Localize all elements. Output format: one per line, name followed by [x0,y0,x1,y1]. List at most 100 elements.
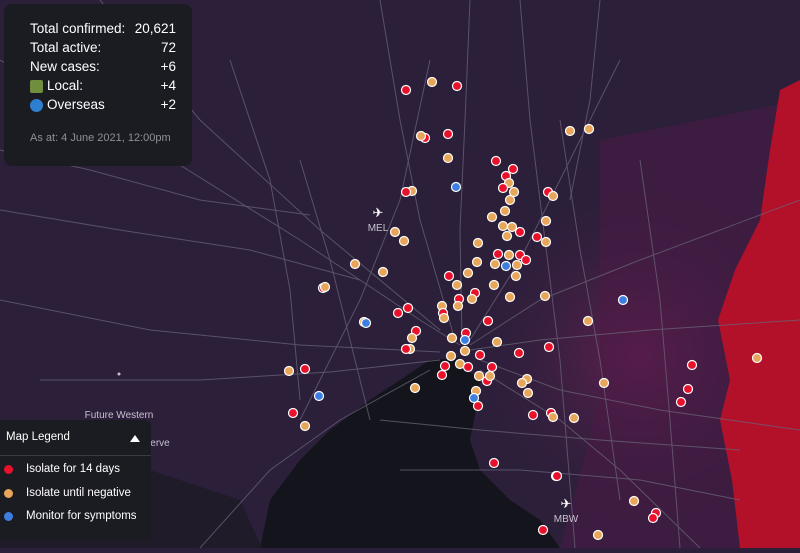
new-cases-value: +6 [160,59,176,74]
exposure-site-marker[interactable] [319,281,331,293]
exposure-site-marker[interactable] [488,457,500,469]
exposure-site-marker[interactable] [628,495,640,507]
exposure-site-marker[interactable] [568,412,580,424]
exposure-site-marker[interactable] [406,332,418,344]
exposure-site-marker[interactable] [537,524,549,536]
total-active-value: 72 [160,40,176,55]
exposure-site-marker[interactable] [452,300,464,312]
exposure-site-marker[interactable] [398,235,410,247]
exposure-site-marker[interactable] [592,529,604,541]
exposure-site-marker[interactable] [506,221,518,233]
exposure-site-marker[interactable] [513,347,525,359]
exposure-site-marker[interactable] [482,315,494,327]
exposure-site-marker[interactable] [499,205,511,217]
exposure-site-marker[interactable] [527,409,539,421]
legend-item-label: Isolate until negative [26,487,131,499]
exposure-site-marker[interactable] [472,237,484,249]
exposure-site-marker[interactable] [389,226,401,238]
exposure-site-marker[interactable] [497,220,509,232]
exposure-site-marker[interactable] [503,249,515,261]
exposure-site-marker[interactable] [400,84,412,96]
exposure-site-marker[interactable] [516,377,528,389]
exposure-site-marker[interactable] [547,411,559,423]
exposure-site-marker[interactable] [751,352,763,364]
exposure-site-marker[interactable] [508,186,520,198]
exposure-site-marker[interactable] [377,266,389,278]
exposure-site-marker[interactable] [473,370,485,382]
exposure-site-marker[interactable] [511,259,523,271]
exposure-site-marker[interactable] [501,230,513,242]
exposure-site-marker[interactable] [488,279,500,291]
exposure-site-marker[interactable] [439,360,451,372]
exposure-site-marker[interactable] [462,361,474,373]
exposure-site-marker[interactable] [490,155,502,167]
exposure-site-marker[interactable] [686,359,698,371]
exposure-site-marker[interactable] [451,80,463,92]
exposure-site-marker[interactable] [466,293,478,305]
exposure-site-marker[interactable] [400,186,412,198]
exposure-site-marker[interactable] [436,369,448,381]
exposure-site-marker[interactable] [349,258,361,270]
exposure-site-marker[interactable] [682,383,694,395]
exposure-site-marker[interactable] [551,470,563,482]
exposure-site-marker[interactable] [540,215,552,227]
exposure-site-marker[interactable] [510,270,522,282]
exposure-site-marker[interactable] [443,270,455,282]
exposure-site-marker[interactable] [287,407,299,419]
exposure-site-marker[interactable] [471,256,483,268]
exposure-site-marker[interactable] [582,315,594,327]
exposure-site-marker[interactable] [484,370,496,382]
exposure-site-marker[interactable] [531,231,543,243]
exposure-site-marker[interactable] [313,390,325,402]
exposure-site-marker[interactable] [564,125,576,137]
exposure-site-marker[interactable] [486,361,498,373]
exposure-site-marker[interactable] [451,279,463,291]
exposure-site-marker[interactable] [540,236,552,248]
exposure-site-marker[interactable] [400,343,412,355]
exposure-site-marker[interactable] [360,317,372,329]
exposure-site-marker[interactable] [500,260,512,272]
exposure-sites[interactable] [283,76,763,541]
exposure-site-marker[interactable] [299,420,311,432]
exposure-site-marker[interactable] [520,254,532,266]
exposure-site-marker[interactable] [472,400,484,412]
exposure-site-marker[interactable] [426,76,438,88]
exposure-site-marker[interactable] [459,334,471,346]
exposure-site-marker[interactable] [543,341,555,353]
exposure-site-marker[interactable] [489,258,501,270]
exposure-site-marker[interactable] [446,332,458,344]
exposure-site-marker[interactable] [442,128,454,140]
exposure-site-marker[interactable] [504,291,516,303]
exposure-site-marker[interactable] [299,363,311,375]
exposure-site-marker[interactable] [468,392,480,404]
exposure-site-marker[interactable] [462,267,474,279]
exposure-site-marker[interactable] [547,190,559,202]
triangle-up-icon[interactable] [130,435,140,442]
exposure-site-marker[interactable] [438,312,450,324]
exposure-site-marker[interactable] [647,512,659,524]
exposure-site-marker[interactable] [445,350,457,362]
exposure-site-marker[interactable] [598,377,610,389]
exposure-site-marker[interactable] [497,182,509,194]
exposure-site-marker[interactable] [283,365,295,377]
red-dot-icon [4,465,13,474]
exposure-site-marker[interactable] [507,163,519,175]
exposure-site-marker[interactable] [442,152,454,164]
exposure-site-marker[interactable] [514,226,526,238]
exposure-site-marker[interactable] [415,130,427,142]
exposure-site-marker[interactable] [450,181,462,193]
exposure-site-marker[interactable] [583,123,595,135]
exposure-site-marker[interactable] [504,194,516,206]
exposure-site-marker[interactable] [392,307,404,319]
exposure-site-marker[interactable] [474,349,486,361]
exposure-site-marker[interactable] [409,382,421,394]
exposure-site-marker[interactable] [491,336,503,348]
exposure-site-marker[interactable] [486,211,498,223]
exposure-site-marker[interactable] [402,302,414,314]
exposure-site-marker[interactable] [675,396,687,408]
exposure-site-marker[interactable] [617,294,629,306]
exposure-site-marker[interactable] [539,290,551,302]
exposure-site-marker[interactable] [459,345,471,357]
exposure-site-marker[interactable] [492,248,504,260]
exposure-site-marker[interactable] [522,387,534,399]
